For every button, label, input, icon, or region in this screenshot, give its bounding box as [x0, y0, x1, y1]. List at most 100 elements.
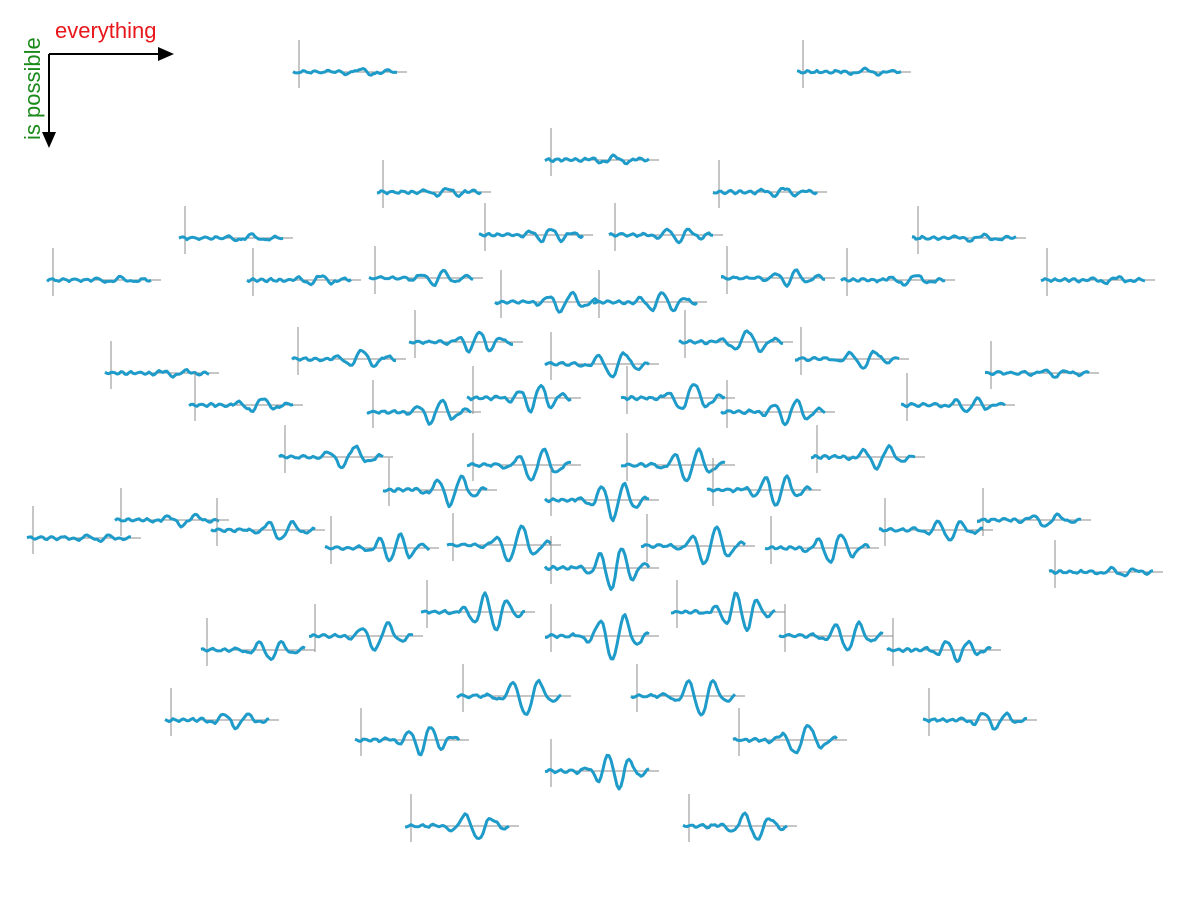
channel-plot [682, 794, 797, 842]
channel-plot [778, 604, 893, 652]
channel-plot [608, 203, 723, 251]
channel-plot [354, 708, 469, 757]
channel-plot [720, 246, 835, 294]
y-axis-arrowhead [42, 132, 56, 148]
channel-waveform [670, 591, 776, 633]
channel-plot [291, 327, 406, 375]
channel-plot [478, 203, 593, 251]
axis-key: everything is possible [20, 18, 174, 148]
channel-plot [466, 366, 581, 414]
channel-plot [732, 708, 847, 756]
channel-plot [164, 688, 279, 736]
channel-waveform [732, 724, 838, 755]
channel-plot [420, 580, 535, 632]
channel-waveform [26, 533, 131, 543]
channel-waveform [544, 613, 650, 661]
x-axis-arrowhead [158, 47, 174, 61]
channel-plot [278, 425, 393, 473]
channel-waveform [810, 444, 916, 471]
channel-plot [178, 206, 293, 254]
channel-waveform [796, 66, 902, 77]
channel-waveform [977, 512, 1082, 528]
channel-waveform [104, 368, 210, 379]
channel-waveform [366, 398, 472, 426]
channel-plot [640, 514, 755, 566]
channel-plot [114, 488, 229, 536]
channel-waveform [608, 227, 713, 245]
channel-plot [900, 373, 1015, 421]
channel-plot [878, 498, 993, 546]
channel-waveform [376, 187, 482, 198]
y-axis-label: is possible [20, 37, 45, 140]
channel-plot [911, 206, 1026, 254]
channel-traces [26, 40, 1163, 842]
channel-waveform [911, 232, 1017, 243]
channel-plot [620, 433, 735, 483]
channel-waveform [543, 481, 650, 523]
channel-waveform [114, 512, 220, 529]
channel-waveform [420, 591, 526, 632]
channel-waveform [1040, 275, 1146, 286]
channel-waveform [620, 447, 726, 483]
channel-plot [408, 310, 523, 358]
channel-waveform [678, 329, 784, 353]
channel-waveform [620, 383, 726, 410]
channel-waveform [178, 232, 284, 243]
channel-waveform [46, 274, 152, 284]
channel-waveform [382, 474, 488, 509]
channel-plot [246, 248, 361, 296]
channel-plot [292, 40, 407, 88]
channel-waveform [543, 547, 651, 591]
channel-waveform [1048, 565, 1154, 578]
channel-plot [984, 341, 1099, 389]
channel-waveform [188, 397, 294, 413]
channel-plot [104, 341, 219, 389]
channel-plot [794, 327, 909, 375]
channel-waveform [764, 533, 871, 564]
channel-plot [543, 468, 659, 523]
channel-plot [366, 380, 481, 428]
channel-waveform [466, 447, 572, 482]
channel-plot [543, 536, 659, 591]
channel-waveform [368, 268, 474, 288]
channel-plot [382, 458, 497, 509]
channel-waveform [292, 67, 398, 77]
channel-waveform [640, 525, 747, 566]
channel-waveform [720, 268, 826, 288]
channel-plot [592, 270, 707, 318]
channel-waveform [278, 444, 384, 470]
channel-waveform [886, 639, 992, 663]
channel-waveform [354, 726, 461, 757]
channel-plot [494, 270, 609, 318]
channel-plot [26, 506, 141, 554]
channel-waveform [308, 621, 414, 652]
channel-waveform [246, 274, 352, 287]
channel-plot [678, 310, 793, 358]
channel-waveform [922, 711, 1028, 731]
channel-waveform [984, 368, 1090, 379]
channel-plot [544, 128, 659, 176]
channel-plot [200, 618, 315, 666]
channel-plot [1048, 540, 1163, 588]
channel-waveform [544, 351, 650, 379]
channel-waveform [840, 274, 946, 287]
channel-plot [544, 739, 659, 791]
channel-plot [706, 458, 821, 507]
channel-plot [368, 246, 483, 294]
channel-waveform [446, 524, 553, 563]
channel-waveform [682, 811, 788, 841]
channel-plot [544, 332, 659, 380]
channel-waveform [478, 228, 585, 244]
channel-plot [188, 373, 303, 421]
channel-waveform [794, 349, 900, 370]
channel-plot [630, 664, 745, 717]
channel-waveform [408, 330, 513, 354]
channel-waveform [466, 384, 572, 414]
channel-plot [404, 794, 519, 842]
channel-waveform [494, 290, 601, 314]
channel-plot [210, 498, 325, 546]
channel-plot [308, 604, 423, 652]
channel-plot [796, 40, 911, 88]
channel-plot [810, 425, 925, 473]
